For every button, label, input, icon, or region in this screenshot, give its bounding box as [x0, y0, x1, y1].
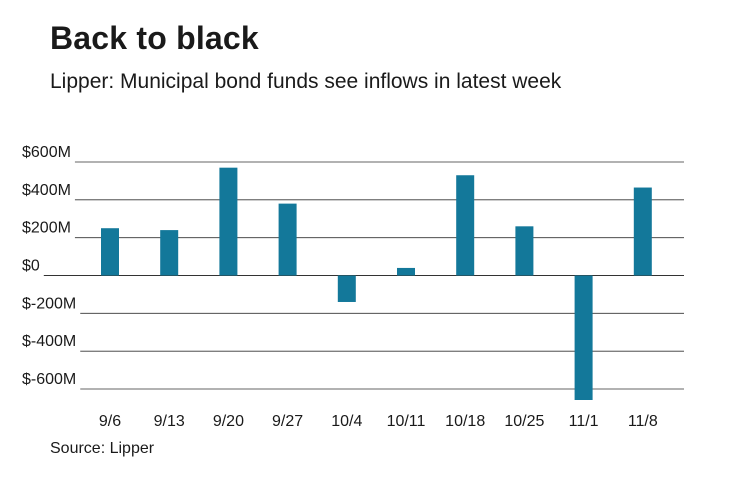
bar	[160, 230, 178, 275]
y-tick-label: $400M	[22, 182, 71, 199]
source-note: Source: Lipper	[50, 440, 154, 458]
bar	[279, 204, 297, 276]
y-tick-label: $-600M	[22, 371, 76, 388]
y-tick-label: $200M	[22, 220, 71, 237]
y-tick-label: $-200M	[22, 295, 76, 312]
x-tick-label: 10/25	[504, 413, 544, 430]
x-tick-label: 10/18	[445, 413, 485, 430]
bar	[456, 175, 474, 275]
bar	[219, 168, 237, 276]
x-axis-ticks: 9/6 9/13 9/20 9/27 10/4 10/11 10/18 10/25 11/1 11…	[99, 413, 658, 430]
x-tick-label: 9/27	[272, 413, 303, 430]
x-tick-label: 10/4	[331, 413, 362, 430]
bars	[101, 168, 652, 400]
bar	[575, 276, 593, 401]
y-tick-label: $-400M	[22, 333, 76, 350]
x-tick-label: 10/11	[387, 413, 426, 430]
x-tick-label: 11/8	[628, 413, 658, 430]
bar	[634, 188, 652, 276]
bar	[397, 268, 415, 276]
x-tick-label: 9/20	[213, 413, 244, 430]
bar	[338, 276, 356, 302]
y-axis-ticks: $600M $400M $200M $0 $-200M $-400M $-600M	[22, 144, 76, 388]
bar	[515, 226, 533, 275]
x-tick-label: 11/1	[569, 413, 599, 430]
y-tick-label: $0	[22, 258, 40, 275]
x-tick-label: 9/13	[154, 413, 185, 430]
x-tick-label: 9/6	[99, 413, 121, 430]
bar	[101, 228, 119, 275]
bar-chart: $600M$400M$200M$0$-200M$-400M$-600M 9/6 9…	[0, 0, 740, 482]
y-tick-label: $600M	[22, 144, 71, 161]
